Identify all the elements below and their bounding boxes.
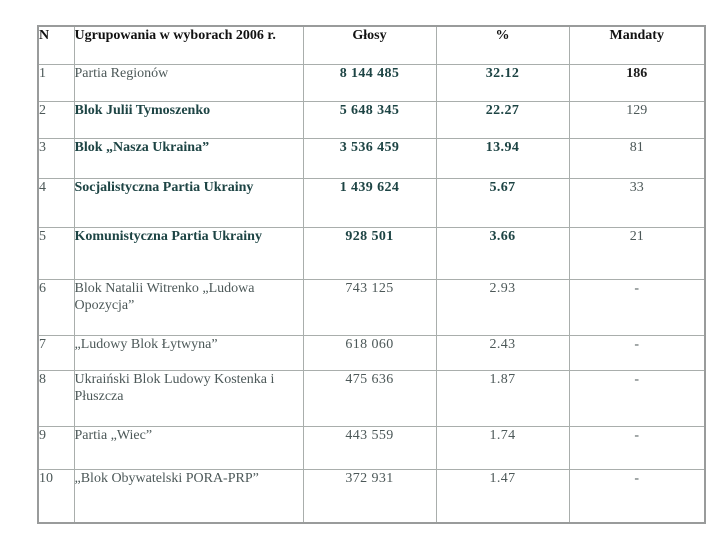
table-row: 8 Ukraiński Blok Ludowy Kostenka i Płusz… bbox=[37, 369, 706, 427]
cell-percent: 2.43 bbox=[435, 334, 570, 371]
cell-n: 6 bbox=[37, 278, 75, 336]
cell-mandates: - bbox=[568, 425, 706, 470]
table-row: 3 Blok „Nasza Ukraina” 3 536 459 13.94 8… bbox=[37, 137, 706, 179]
header-cell-mandates: Mandaty bbox=[568, 25, 706, 65]
cell-party: Blok „Nasza Ukraina” bbox=[73, 137, 304, 179]
cell-n: 10 bbox=[37, 468, 75, 524]
cell-party: Blok Natalii Witrenko „Ludowa Opozycja” bbox=[73, 278, 304, 336]
cell-n: 9 bbox=[37, 425, 75, 470]
election-results-table: N Ugrupowania w wyborach 2006 r. Głosy %… bbox=[37, 25, 706, 524]
cell-n: 1 bbox=[37, 63, 75, 102]
table-row: 2 Blok Julii Tymoszenko 5 648 345 22.27 … bbox=[37, 100, 706, 139]
header-cell-n: N bbox=[37, 25, 75, 65]
cell-mandates: 21 bbox=[568, 226, 706, 280]
cell-n: 8 bbox=[37, 369, 75, 427]
table-row: 4 Socjalistyczna Partia Ukrainy 1 439 62… bbox=[37, 177, 706, 228]
cell-mandates: - bbox=[568, 369, 706, 427]
cell-party: Socjalistyczna Partia Ukrainy bbox=[73, 177, 304, 228]
cell-votes: 618 060 bbox=[302, 334, 437, 371]
cell-party: Ukraiński Blok Ludowy Kostenka i Płuszcz… bbox=[73, 369, 304, 427]
cell-party: „Blok Obywatelski PORA-PRP” bbox=[73, 468, 304, 524]
cell-n: 5 bbox=[37, 226, 75, 280]
cell-party: Partia „Wiec” bbox=[73, 425, 304, 470]
cell-n: 2 bbox=[37, 100, 75, 139]
cell-percent: 3.66 bbox=[435, 226, 570, 280]
cell-percent: 1.47 bbox=[435, 468, 570, 524]
table-row: 7 „Ludowy Blok Łytwyna” 618 060 2.43 - bbox=[37, 334, 706, 371]
table-row: 6 Blok Natalii Witrenko „Ludowa Opozycja… bbox=[37, 278, 706, 336]
cell-party: Partia Regionów bbox=[73, 63, 304, 102]
cell-party: Blok Julii Tymoszenko bbox=[73, 100, 304, 139]
cell-votes: 928 501 bbox=[302, 226, 437, 280]
table-header-row: N Ugrupowania w wyborach 2006 r. Głosy %… bbox=[37, 25, 706, 65]
cell-votes: 443 559 bbox=[302, 425, 437, 470]
cell-n: 3 bbox=[37, 137, 75, 179]
cell-votes: 3 536 459 bbox=[302, 137, 437, 179]
cell-mandates: - bbox=[568, 468, 706, 524]
cell-percent: 1.74 bbox=[435, 425, 570, 470]
table-row: 5 Komunistyczna Partia Ukrainy 928 501 3… bbox=[37, 226, 706, 280]
cell-votes: 475 636 bbox=[302, 369, 437, 427]
cell-percent: 22.27 bbox=[435, 100, 570, 139]
cell-votes: 743 125 bbox=[302, 278, 437, 336]
header-cell-party: Ugrupowania w wyborach 2006 r. bbox=[73, 25, 304, 65]
cell-mandates: 33 bbox=[568, 177, 706, 228]
table-row: 10 „Blok Obywatelski PORA-PRP” 372 931 1… bbox=[37, 468, 706, 524]
cell-votes: 5 648 345 bbox=[302, 100, 437, 139]
cell-percent: 2.93 bbox=[435, 278, 570, 336]
cell-mandates: 186 bbox=[568, 63, 706, 102]
cell-votes: 8 144 485 bbox=[302, 63, 437, 102]
cell-percent: 13.94 bbox=[435, 137, 570, 179]
table-row: 1 Partia Regionów 8 144 485 32.12 186 bbox=[37, 63, 706, 102]
cell-percent: 1.87 bbox=[435, 369, 570, 427]
table-row: 9 Partia „Wiec” 443 559 1.74 - bbox=[37, 425, 706, 470]
cell-mandates: 129 bbox=[568, 100, 706, 139]
header-cell-percent: % bbox=[435, 25, 570, 65]
cell-percent: 5.67 bbox=[435, 177, 570, 228]
cell-mandates: - bbox=[568, 334, 706, 371]
cell-mandates: - bbox=[568, 278, 706, 336]
cell-percent: 32.12 bbox=[435, 63, 570, 102]
cell-party: Komunistyczna Partia Ukrainy bbox=[73, 226, 304, 280]
cell-mandates: 81 bbox=[568, 137, 706, 179]
cell-n: 7 bbox=[37, 334, 75, 371]
header-cell-votes: Głosy bbox=[302, 25, 437, 65]
cell-votes: 372 931 bbox=[302, 468, 437, 524]
cell-party: „Ludowy Blok Łytwyna” bbox=[73, 334, 304, 371]
cell-votes: 1 439 624 bbox=[302, 177, 437, 228]
cell-n: 4 bbox=[37, 177, 75, 228]
